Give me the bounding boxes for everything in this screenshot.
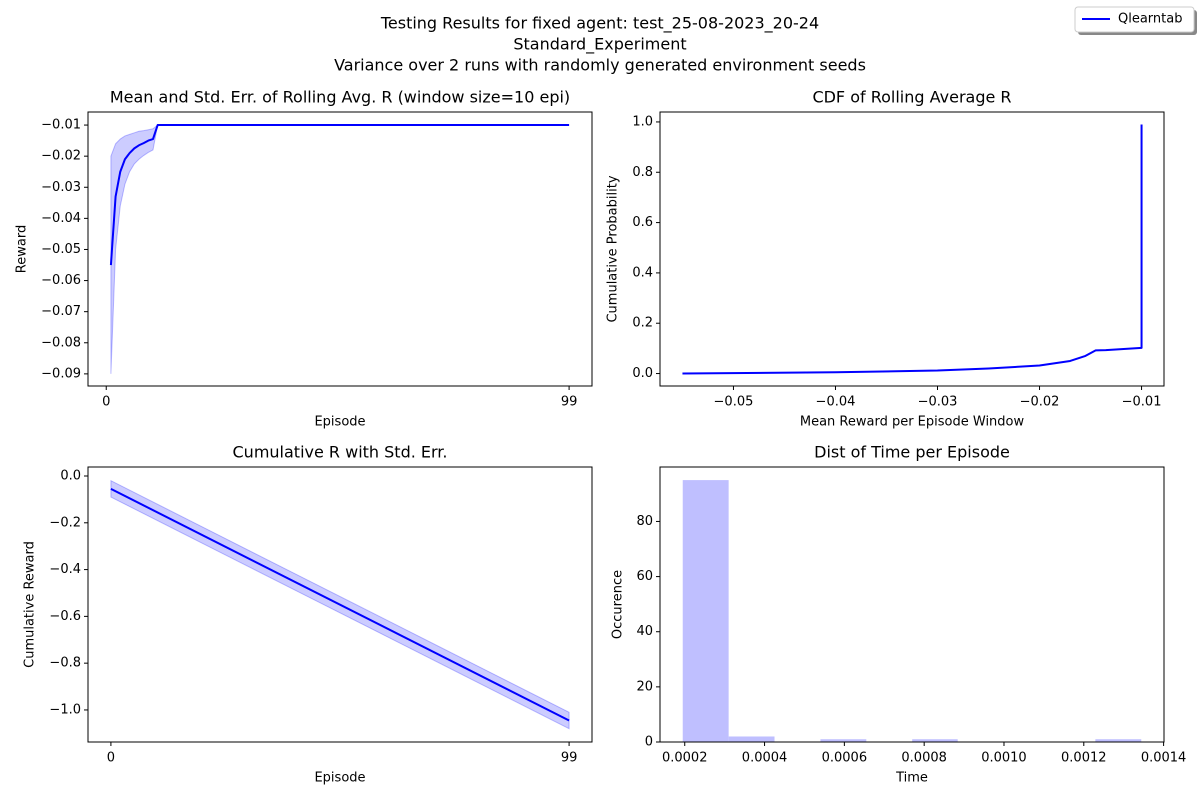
y-tick-label: −0.2	[49, 515, 81, 530]
y-tick-label: −0.02	[41, 149, 81, 164]
subplot-title: Dist of Time per Episode	[814, 443, 1010, 462]
x-tick-label: −0.01	[1122, 395, 1162, 410]
y-tick-label: 0.0	[632, 366, 653, 381]
axes-frame	[659, 466, 1165, 743]
y-tick-label: 0.6	[632, 215, 653, 230]
histogram-bar	[728, 736, 775, 742]
x-tick-label: 0.0006	[822, 751, 868, 766]
y-axis-label: Occurence	[611, 570, 626, 639]
x-tick-label: 0.0002	[662, 751, 708, 766]
subplot-title: Mean and Std. Err. of Rolling Avg. R (wi…	[110, 88, 570, 107]
y-tick-label: −0.07	[41, 304, 81, 319]
y-tick-label: −0.6	[49, 609, 81, 624]
subplot-title: Cumulative R with Std. Err.	[233, 443, 448, 462]
y-axis-label: Cumulative Reward	[23, 541, 38, 668]
y-tick-label: −0.08	[41, 335, 81, 350]
histogram-bar	[820, 739, 867, 742]
subplot: 0 99 −0.09 −0.08 −0.07 −0.06 −0.05 −0.04 −0.03 −0…	[15, 88, 593, 430]
x-axis-label: Mean Reward per Episode Window	[800, 415, 1025, 430]
y-tick-label: 1.0	[632, 114, 653, 129]
x-tick-label: 0.0004	[742, 751, 788, 766]
x-tick-label: 99	[561, 395, 578, 410]
y-tick-label: 40	[636, 624, 653, 639]
y-tick-label: −0.09	[41, 366, 81, 381]
y-tick-label: 80	[636, 514, 653, 529]
x-axis-label: Episode	[314, 415, 365, 430]
subplot: 0 99 −1.0 −0.8 −0.6 −0.4 −0.2 0.0 Cumulative R w…	[23, 443, 593, 786]
subplot-title: CDF of Rolling Average R	[812, 88, 1011, 107]
histogram-bar	[1095, 739, 1142, 742]
y-tick-label: −0.04	[41, 211, 81, 226]
x-axis-label: Time	[895, 771, 928, 786]
legend-label: Qlearntab	[1118, 12, 1182, 27]
histogram-bar	[912, 739, 958, 742]
x-tick-label: 0.0010	[981, 751, 1027, 766]
y-tick-label: 20	[636, 679, 653, 694]
y-tick-label: 0.8	[632, 165, 653, 180]
y-tick-label: −0.01	[41, 118, 81, 133]
x-tick-label: 0	[107, 751, 115, 766]
suptitle: Standard_Experiment	[513, 35, 686, 55]
y-tick-label: −0.05	[41, 242, 81, 257]
suptitle: Testing Results for fixed agent: test_25…	[380, 14, 819, 34]
suptitle: Variance over 2 runs with randomly gener…	[334, 56, 866, 75]
x-tick-label: −0.03	[918, 395, 958, 410]
y-axis-label: Cumulative Probability	[606, 175, 621, 322]
y-tick-label: 0	[645, 735, 653, 750]
y-tick-label: −0.06	[41, 273, 81, 288]
y-tick-label: −1.0	[49, 702, 81, 717]
legend	[1074, 6, 1197, 35]
x-tick-label: −0.04	[816, 395, 856, 410]
axes-frame	[87, 466, 593, 743]
x-tick-label: 0.0008	[901, 751, 947, 766]
subplot: 0.0002 0.0004 0.0006 0.0008 0.0010 0.0012 0.00…	[611, 443, 1187, 786]
x-tick-label: 0	[102, 395, 110, 410]
y-tick-label: −0.8	[49, 656, 81, 671]
y-tick-label: −0.4	[49, 562, 81, 577]
line	[110, 487, 570, 722]
line	[682, 124, 1143, 375]
x-tick-label: −0.05	[714, 395, 754, 410]
x-tick-label: 0.0014	[1141, 751, 1187, 766]
x-tick-label: 0.0012	[1061, 751, 1107, 766]
y-tick-label: 60	[636, 569, 653, 584]
line	[109, 124, 570, 266]
legend-box	[1074, 6, 1195, 33]
x-axis-label: Episode	[314, 771, 365, 786]
axes-frame	[659, 111, 1165, 387]
y-tick-label: 0.4	[632, 265, 653, 280]
y-axis-label: Reward	[15, 225, 30, 273]
y-tick-label: −0.03	[41, 180, 81, 195]
x-tick-label: 99	[561, 751, 578, 766]
subplot: −0.05 −0.04 −0.03 −0.02 −0.01 0.0 0.2 0.4 0.6 0.8…	[606, 88, 1165, 430]
histogram-bar	[682, 480, 729, 742]
y-tick-label: 0.2	[632, 316, 653, 331]
x-tick-label: −0.02	[1020, 395, 1060, 410]
y-tick-label: 0.0	[60, 469, 81, 484]
